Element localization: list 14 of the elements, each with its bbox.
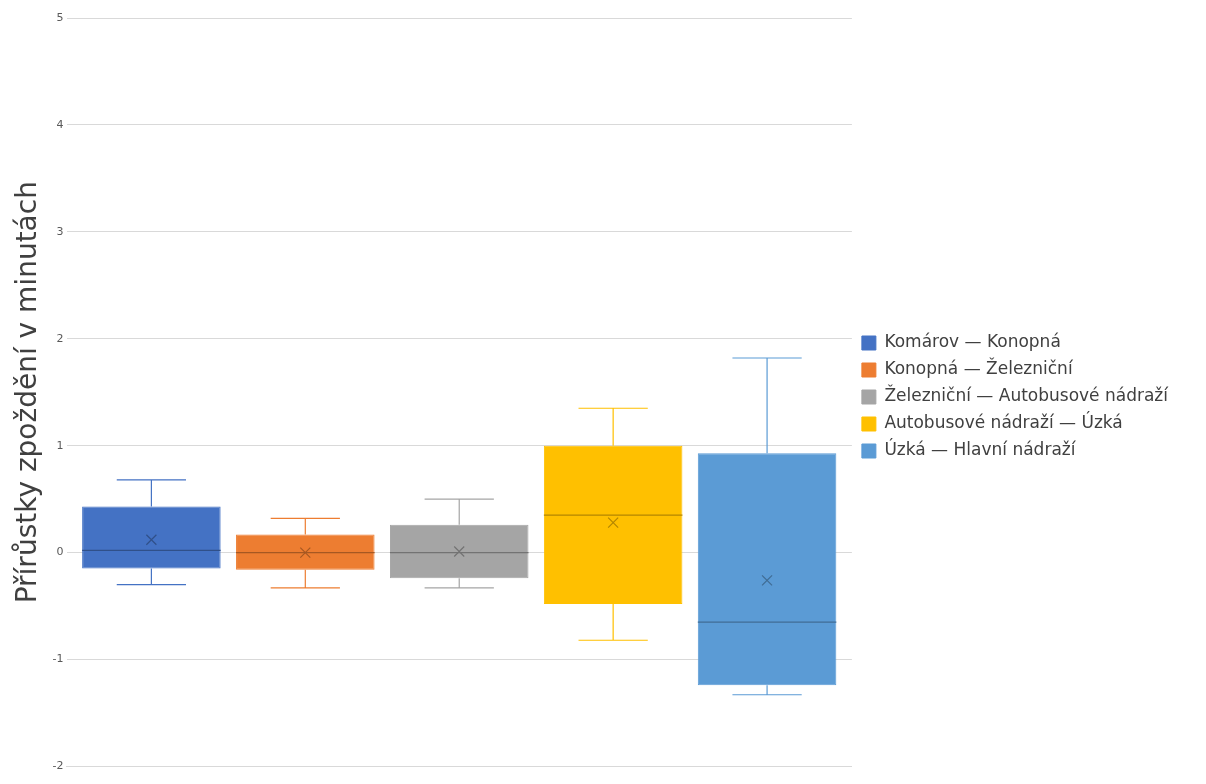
y-tick-label: 0 — [56, 545, 64, 559]
y-tick-label: -1 — [52, 652, 64, 666]
y-tick-label: 5 — [56, 10, 64, 24]
y-axis-title: Přírůstky zpoždění v minutách — [10, 181, 44, 604]
y-tick-label: 3 — [56, 224, 64, 238]
y-tick-label: -2 — [52, 759, 64, 773]
y-tick-label: 2 — [56, 331, 64, 345]
y-tick-label: 1 — [56, 438, 64, 452]
legend-label: Komárov — Konopná — [884, 331, 1061, 352]
legend-label: Železniční — Autobusové nádraží — [884, 384, 1170, 406]
legend-label: Úzká — Hlavní nádraží — [884, 438, 1077, 460]
legend-label: Autobusové nádraží — Úzká — [884, 411, 1123, 433]
legend-label: Konopná — Železniční — [884, 357, 1074, 379]
y-tick-label: 4 — [56, 117, 64, 131]
